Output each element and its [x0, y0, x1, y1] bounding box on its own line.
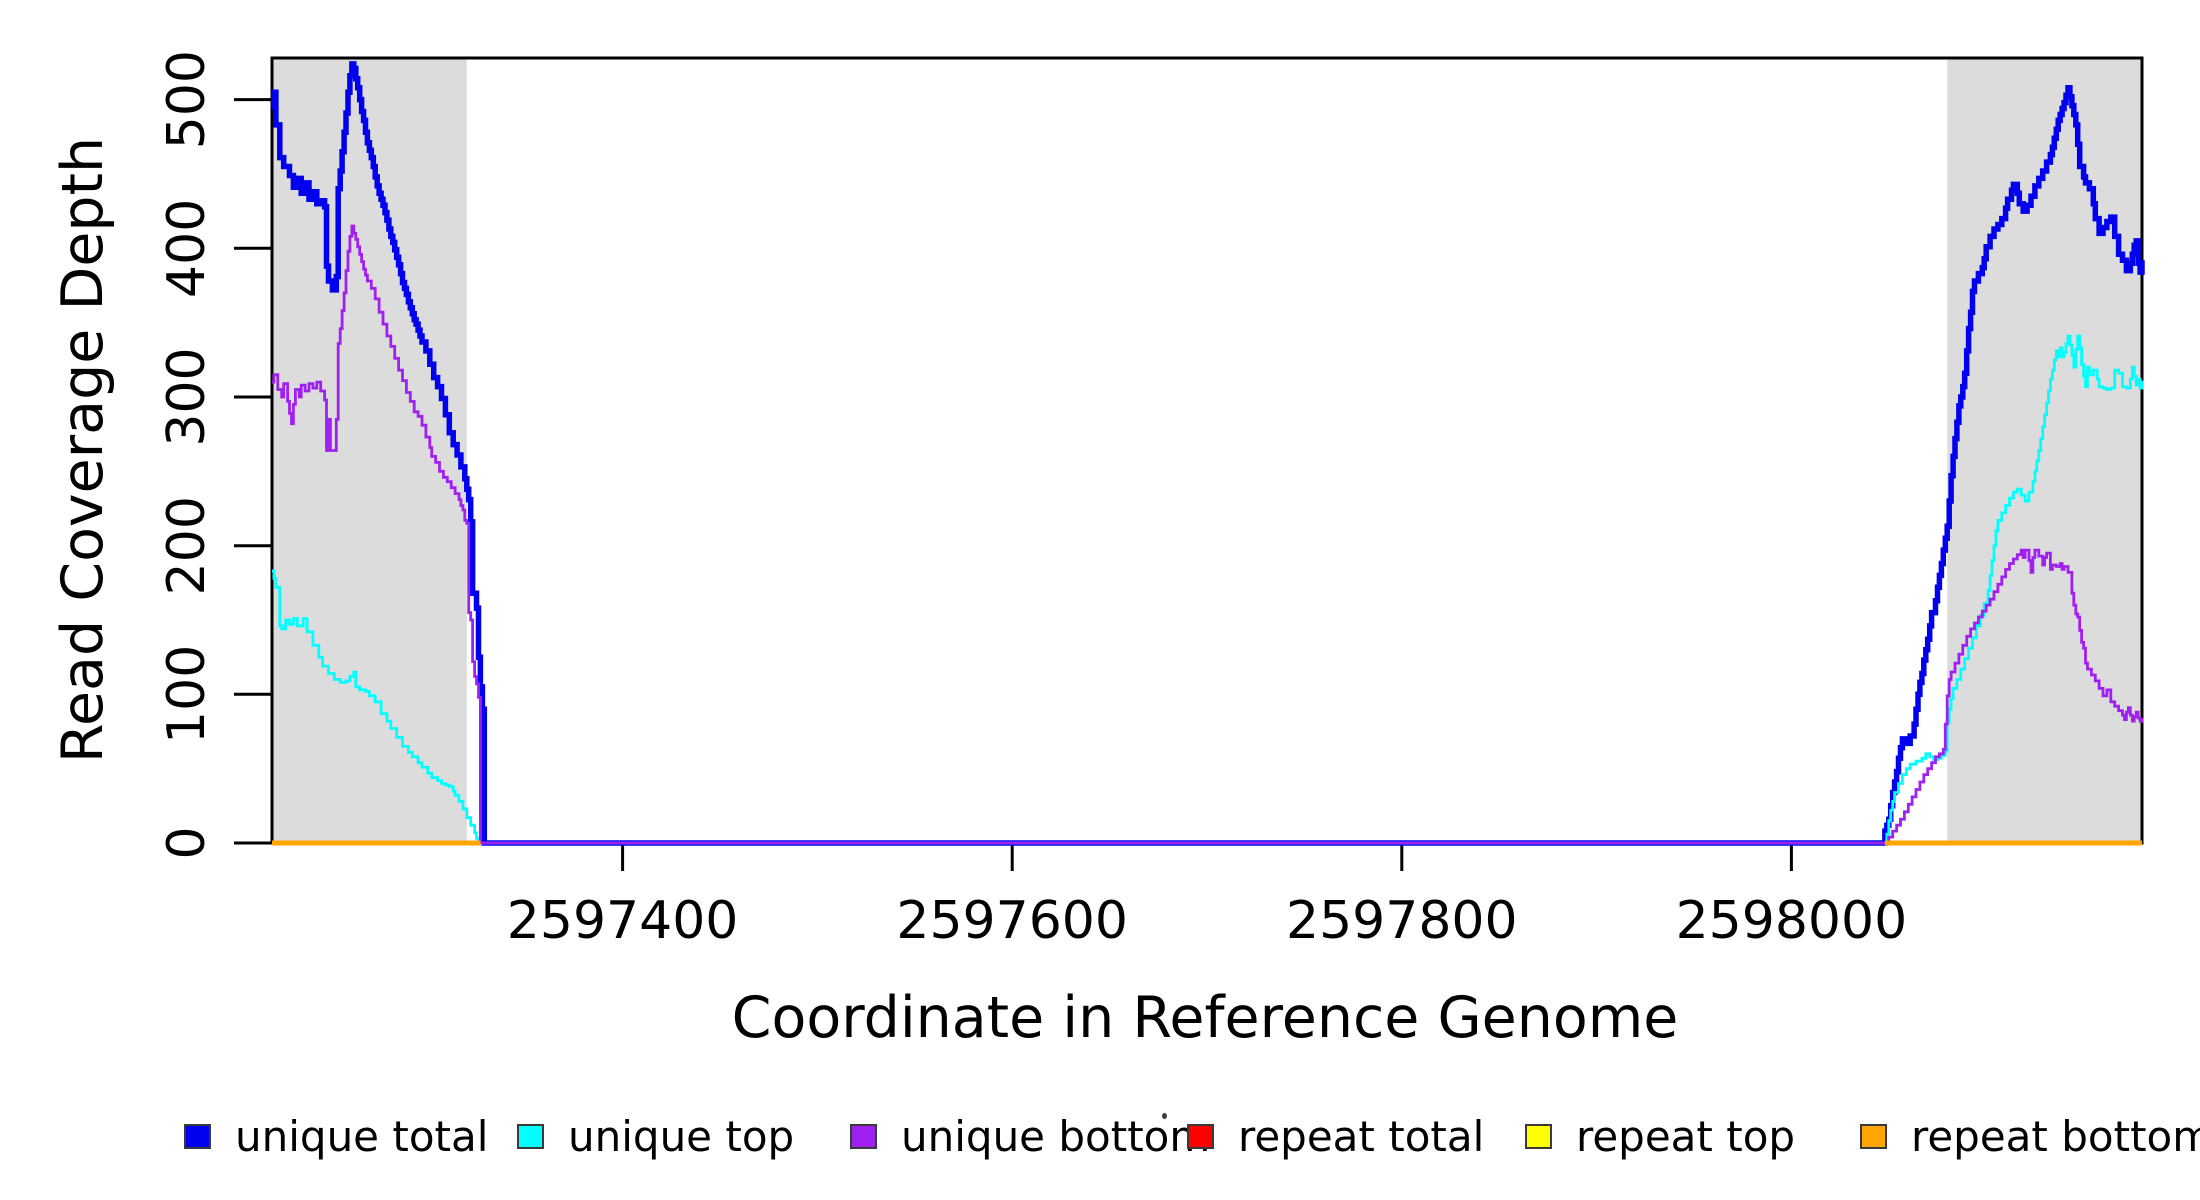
x-axis-ticks: 2597400 2597600 2597800 2598000 [507, 843, 1907, 951]
legend-item-unique-bottom: unique bottom [850, 1112, 1210, 1161]
legend-label: repeat bottom [1911, 1111, 2200, 1161]
series-unique-top [272, 334, 2144, 845]
legend-label: repeat top [1576, 1111, 1796, 1161]
x-axis-title: Coordinate in Reference Genome [732, 985, 1679, 1051]
shade-right-flank [1947, 58, 2142, 843]
legend-item-repeat-total: repeat total [1187, 1112, 1484, 1161]
series-unique-bottom [272, 224, 2144, 845]
y-tick-label: 500 [157, 50, 217, 149]
repeat-total-swatch-icon [1187, 1123, 1214, 1149]
y-tick-label: 400 [157, 199, 217, 298]
unique-bottom-swatch-icon [850, 1123, 877, 1149]
x-tick-label: 2597800 [1286, 891, 1518, 951]
y-tick-label: 0 [157, 826, 217, 859]
series-unique-total [271, 61, 2145, 846]
shaded-regions [272, 58, 2142, 843]
legend-label: unique total [235, 1111, 489, 1161]
x-tick-label: 2598000 [1676, 891, 1908, 951]
x-tick-label: 2597600 [896, 891, 1128, 951]
repeat-top-swatch-icon [1525, 1123, 1552, 1149]
y-axis-title: Read Coverage Depth [50, 137, 116, 763]
x-tick-label: 2597400 [507, 891, 739, 951]
y-axis-ticks: 0 100 200 300 400 500 [157, 50, 272, 860]
legend-item-unique-total: unique total [184, 1112, 488, 1161]
series-lines [271, 61, 2145, 846]
y-tick-label: 300 [157, 347, 217, 446]
repeat-bottom-swatch-icon [1860, 1123, 1887, 1149]
legend-label: unique bottom [901, 1111, 1211, 1161]
legend-label: repeat total [1238, 1111, 1485, 1161]
legend-item-repeat-bottom: repeat bottom [1860, 1112, 2200, 1161]
legend-label: unique top [568, 1111, 795, 1161]
plot-border [270, 56, 2144, 845]
stray-mark [1162, 1113, 1167, 1119]
legend-item-repeat-top: repeat top [1525, 1112, 1795, 1161]
y-tick-label: 200 [157, 496, 217, 595]
legend-item-unique-top: unique top [517, 1112, 794, 1161]
y-tick-label: 100 [157, 645, 217, 744]
unique-total-swatch-icon [184, 1123, 211, 1149]
unique-top-swatch-icon [517, 1123, 544, 1149]
